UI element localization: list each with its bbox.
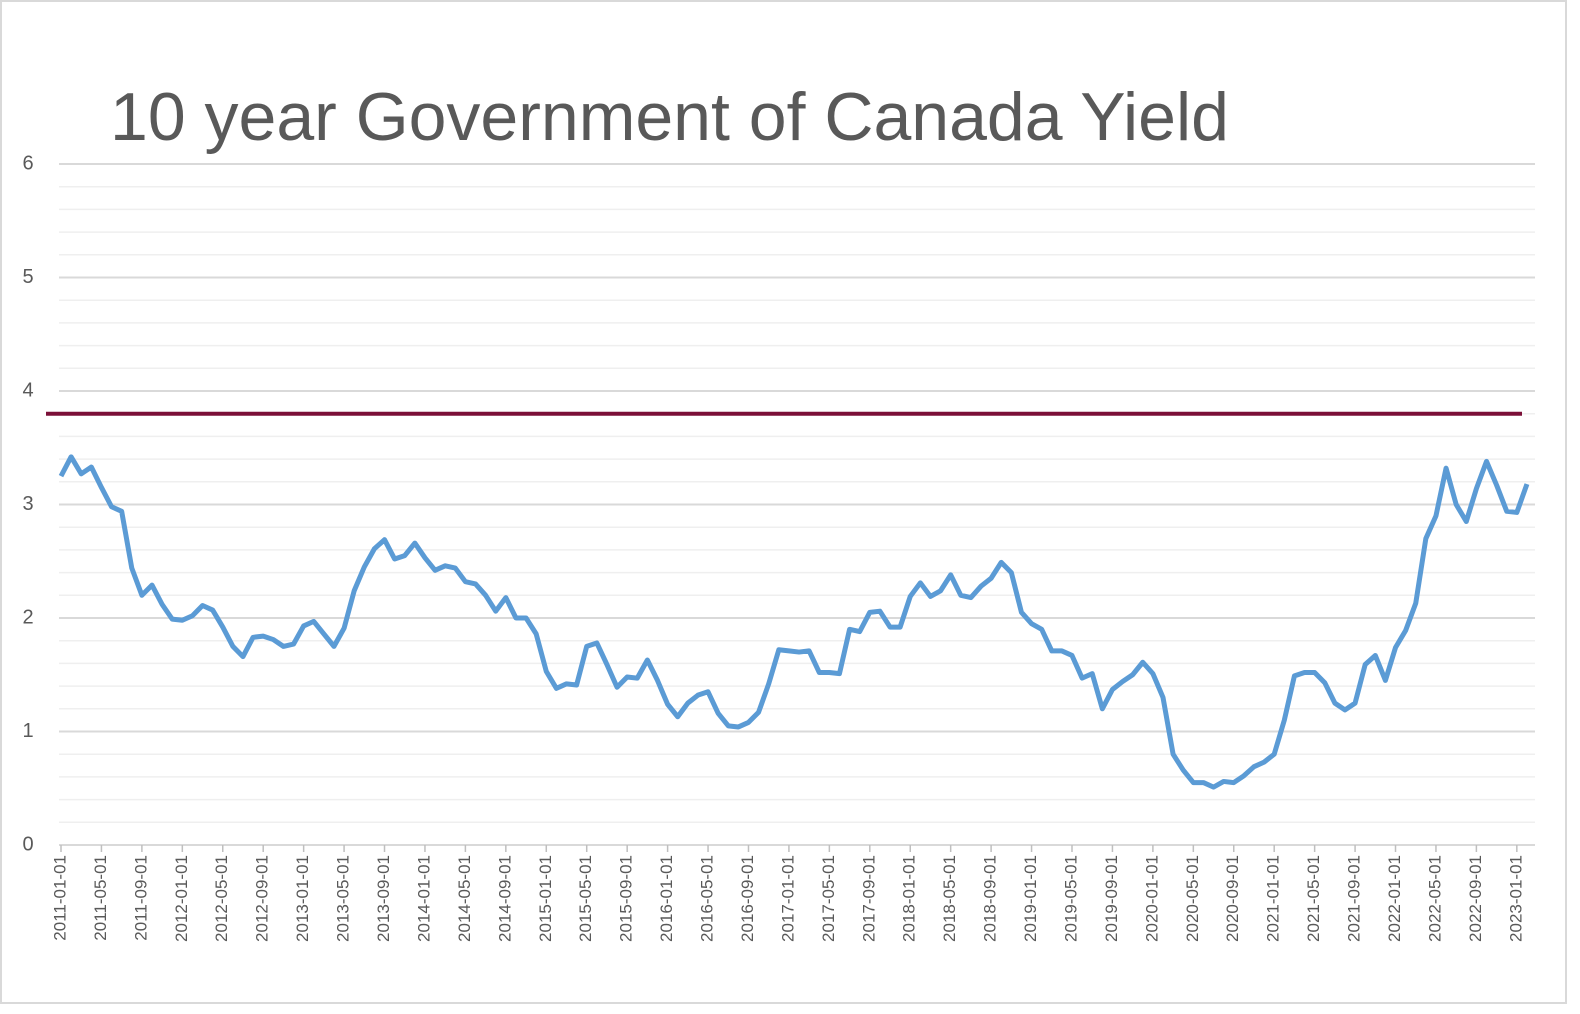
x-tick-label: 2012-09-01 [253,855,272,942]
y-tick-label: 5 [22,266,33,288]
x-tick-label: 2019-09-01 [1102,855,1121,942]
x-tick-label: 2023-01-01 [1506,855,1525,942]
x-tick-label: 2013-09-01 [374,855,393,942]
series-line [58,454,1530,790]
y-tick-label: 6 [22,152,33,174]
x-tick-label: 2018-01-01 [900,855,919,942]
x-tick-label: 2019-05-01 [1061,855,1080,942]
x-tick-label: 2016-05-01 [698,855,717,942]
x-tick-label: 2011-01-01 [50,855,69,941]
x-tick-label: 2022-05-01 [1425,855,1444,942]
x-tick-label: 2022-01-01 [1385,855,1404,942]
y-tick-label: 1 [22,720,33,742]
x-tick-label: 2015-09-01 [617,855,636,942]
x-tick-label: 2021-09-01 [1345,855,1364,942]
chart-title: 10 year Government of Canada Yield [110,79,1229,155]
x-tick-label: 2020-09-01 [1223,855,1242,942]
x-tick-label: 2017-05-01 [819,855,838,942]
x-tick-label: 2021-01-01 [1264,855,1283,942]
x-tick-label: 2018-05-01 [940,855,959,942]
x-tick-label: 2015-05-01 [576,855,595,942]
x-tick-label: 2013-01-01 [293,855,312,942]
y-tick-label: 0 [22,833,33,855]
x-tick-label: 2020-01-01 [1142,855,1161,942]
x-tick-label: 2021-05-01 [1304,855,1323,942]
x-tick-label: 2017-09-01 [859,855,878,942]
x-tick-label: 2017-01-01 [778,855,797,942]
x-tick-label: 2014-09-01 [495,855,514,942]
x-tick-label: 2016-01-01 [657,855,676,942]
y-tick-label: 3 [22,493,33,515]
x-tick-label: 2020-05-01 [1183,855,1202,942]
x-tick-label: 2016-09-01 [738,855,757,942]
x-tick-label: 2011-09-01 [131,855,150,941]
x-tick-label: 2022-09-01 [1466,855,1485,942]
x-tick-label: 2014-01-01 [414,855,433,942]
x-tick-label: 2015-01-01 [536,855,555,942]
x-tick-label: 2014-05-01 [455,855,474,942]
y-tick-label: 4 [22,379,33,401]
x-tick-label: 2012-01-01 [172,855,191,942]
x-tick-label: 2011-05-01 [91,855,110,941]
x-tick-label: 2019-01-01 [1021,855,1040,942]
x-tick-label: 2018-09-01 [981,855,1000,942]
x-tick-label: 2013-05-01 [334,855,353,942]
x-tick-label: 2012-05-01 [212,855,231,942]
y-tick-label: 2 [22,606,33,628]
